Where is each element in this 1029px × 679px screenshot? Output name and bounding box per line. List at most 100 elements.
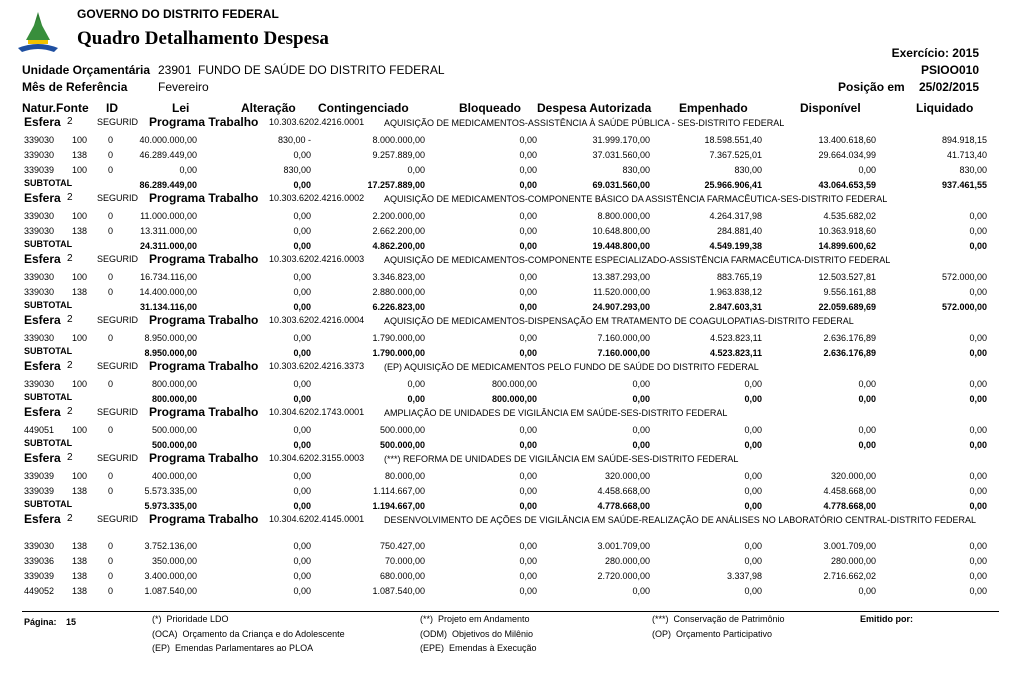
column-header: Lei [172, 101, 190, 115]
cell: 2.200.000,00 [372, 211, 425, 221]
cell: 0,00 [519, 211, 537, 221]
cell: 3.346.823,00 [372, 272, 425, 282]
program-label: Programa Trabalho [149, 359, 259, 373]
subtotal-cell: 0,00 [969, 348, 987, 358]
cell: 138 [72, 586, 88, 596]
cell: 0,00 [744, 379, 762, 389]
cell: 320.000,00 [830, 471, 876, 481]
program-code: 10.304.6202.4145.0001 [269, 514, 365, 524]
cell: 0 [108, 586, 114, 596]
cell: 284.881,40 [716, 226, 762, 236]
cell: 13.400.618,60 [818, 135, 876, 145]
column-header: Bloqueado [459, 101, 521, 115]
cell: 0,00 [744, 471, 762, 481]
cell: 0,00 [293, 211, 311, 221]
cell: 5.573.335,00 [144, 486, 197, 496]
column-header: Liquidado [916, 101, 974, 115]
unit-label: Unidade Orçamentária [22, 63, 151, 77]
segment: SEGURID [97, 407, 139, 417]
subtotal-cell: 0,00 [293, 501, 311, 511]
cell: 4.458.668,00 [597, 486, 650, 496]
esfera-value: 2 [67, 406, 73, 417]
cell: 0,00 [293, 272, 311, 282]
program-description: AQUISIÇÃO DE MEDICAMENTOS-COMPONENTE ESP… [384, 255, 891, 265]
page-value: 15 [66, 617, 77, 627]
program-label: Programa Trabalho [149, 405, 259, 419]
subtotal-cell: 0,00 [519, 440, 537, 450]
cell: 339039 [24, 486, 55, 496]
esfera-label: Esfera [24, 115, 61, 129]
cell: 830,00 - [277, 135, 311, 145]
unit-value: 23901 FUNDO DE SAÚDE DO DISTRITO FEDERAL [158, 63, 445, 77]
subtotal-cell: 2.636.176,89 [823, 348, 876, 358]
cell: 0,00 [519, 571, 537, 581]
subtotal-cell: 8.950.000,00 [144, 348, 197, 358]
cell: 8.950.000,00 [144, 333, 197, 343]
esfera-value: 2 [67, 253, 73, 264]
subtotal-cell: 1.194.667,00 [372, 501, 425, 511]
program-description: AQUISIÇÃO DE MEDICAMENTOS-DISPENSAÇÃO EM… [384, 316, 854, 326]
footer-rule [22, 611, 999, 612]
cell: 320.000,00 [604, 471, 650, 481]
cell: 9.257.889,00 [372, 150, 425, 160]
cell: 0,00 [744, 425, 762, 435]
cell: 830,00 [734, 165, 762, 175]
cell: 7.367.525,01 [709, 150, 762, 160]
legend-item: (**) Projeto em Andamento [420, 614, 530, 624]
subtotal-cell: 4.862.200,00 [372, 241, 425, 251]
cell: 46.289.449,00 [139, 150, 197, 160]
column-header: Disponível [800, 101, 861, 115]
subtotal-cell: 0,00 [519, 241, 537, 251]
program-label: Programa Trabalho [149, 252, 259, 266]
cell: 0 [108, 571, 114, 581]
cell: 31.999.170,00 [592, 135, 650, 145]
cell: 0,00 [293, 333, 311, 343]
esfera-value: 2 [67, 360, 73, 371]
cell: 0,00 [858, 425, 876, 435]
subtotal-cell: 14.899.600,62 [818, 241, 876, 251]
cell: 0 [108, 150, 114, 160]
program-label: Programa Trabalho [149, 512, 259, 526]
cell: 0,00 [969, 471, 987, 481]
cell: 138 [72, 226, 88, 236]
subtotal-cell: 0,00 [969, 394, 987, 404]
cell: 16.734.116,00 [140, 272, 197, 282]
cell: 339039 [24, 471, 55, 481]
cell: 100 [72, 272, 88, 282]
cell: 100 [72, 211, 88, 221]
position-label: Posição em [838, 80, 905, 94]
subtotal-cell: 24.311.000,00 [139, 241, 197, 251]
cell: 4.535.682,02 [823, 211, 876, 221]
cell: 0,00 [519, 556, 537, 566]
cell: 10.648.800,00 [592, 226, 650, 236]
subtotal-cell: 0,00 [744, 394, 762, 404]
subtotal-label: SUBTOTAL [24, 178, 73, 188]
cell: 100 [72, 471, 88, 481]
cell: 11.520.000,00 [593, 287, 650, 297]
cell: 0 [108, 287, 114, 297]
cell: 750.427,00 [379, 541, 425, 551]
cell: 0,00 [519, 333, 537, 343]
subtotal-label: SUBTOTAL [24, 300, 73, 310]
cell: 7.160.000,00 [597, 333, 650, 343]
cell: 0,00 [519, 150, 537, 160]
cell: 0,00 [519, 165, 537, 175]
cell: 0,00 [969, 287, 987, 297]
esfera-label: Esfera [24, 451, 61, 465]
exercise: Exercício: 2015 [891, 46, 979, 60]
cell: 280.000,00 [604, 556, 650, 566]
cell: 0,00 [969, 571, 987, 581]
cell: 0,00 [969, 211, 987, 221]
cell: 0 [108, 272, 114, 282]
subtotal-cell: 500.000,00 [151, 440, 197, 450]
subtotal-cell: 0,00 [744, 501, 762, 511]
cell: 4.458.668,00 [823, 486, 876, 496]
cell: 0,00 [519, 135, 537, 145]
cell: 14.400.000,00 [139, 287, 197, 297]
program-description: (EP) AQUISIÇÃO DE MEDICAMENTOS PELO FUND… [384, 362, 759, 372]
program-description: (***) REFORMA DE UNIDADES DE VIGILÂNCIA … [384, 454, 739, 464]
cell: 800.000,00 [151, 379, 197, 389]
subtotal-cell: 31.134.116,00 [139, 302, 197, 312]
subtotal-cell: 25.966.906,41 [704, 180, 762, 190]
subtotal-label: SUBTOTAL [24, 392, 73, 402]
